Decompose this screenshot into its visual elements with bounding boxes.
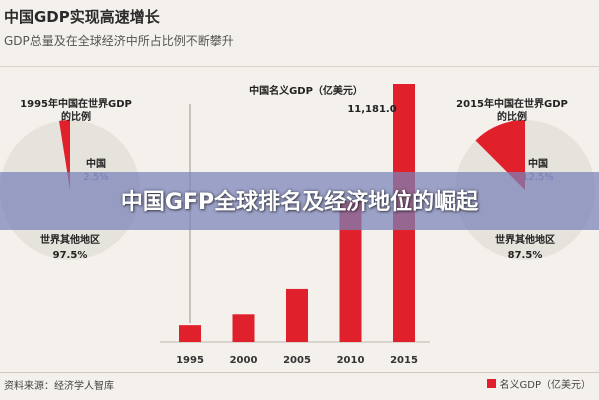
pie-value-world: 87.5%: [508, 250, 543, 261]
pie-label-world: 世界其他地区: [495, 233, 555, 246]
x-tick-label-2010: 2010: [337, 355, 365, 366]
x-tick-label-2005: 2005: [283, 355, 311, 366]
x-tick-label-1995: 1995: [176, 355, 204, 366]
pie-title-line1: 1995年中国在世界GDP: [20, 97, 132, 110]
pie-title-line2: 的比例: [497, 110, 527, 123]
bar-2010: [339, 201, 362, 342]
bar-chart: 1995 2000 2005 2010 2015 11,181.0 中国名义GDP（亿美元）: [160, 84, 430, 366]
chart-subtitle: GDP总量及在全球经济中所占比例不断攀升: [4, 34, 234, 48]
bar-2005: [286, 288, 308, 342]
legend: 名义GDP（亿美元）: [486, 376, 591, 391]
x-tick-label-2000: 2000: [230, 355, 258, 366]
pie-label-china: 中国: [528, 157, 548, 170]
footer-divider: [0, 372, 599, 373]
bar-2000: [232, 314, 255, 342]
legend-label: 名义GDP（亿美元）: [499, 380, 591, 391]
x-tick-label-2015: 2015: [390, 355, 418, 366]
overlay-banner: [0, 172, 599, 230]
pie-title-line2: 的比例: [61, 110, 91, 123]
data-label-2015: 11,181.0: [347, 104, 396, 115]
source-note: 资料来源：经济学人智库: [4, 381, 114, 392]
bar-1995: [179, 325, 201, 342]
bar-chart-title: 中国名义GDP（亿美元）: [249, 84, 363, 97]
pie-title-line1: 2015年中国在世界GDP: [456, 97, 568, 110]
header-divider: [0, 66, 599, 67]
chart-title: 中国GDP实现高速增长: [4, 8, 160, 26]
legend-swatch: [486, 379, 496, 388]
pie-label-world: 世界其他地区: [40, 233, 100, 246]
pie-label-china: 中国: [86, 157, 106, 170]
pie-value-world: 97.5%: [53, 250, 88, 261]
banner-title: 中国GFP全球排名及经济地位的崛起: [120, 190, 479, 215]
